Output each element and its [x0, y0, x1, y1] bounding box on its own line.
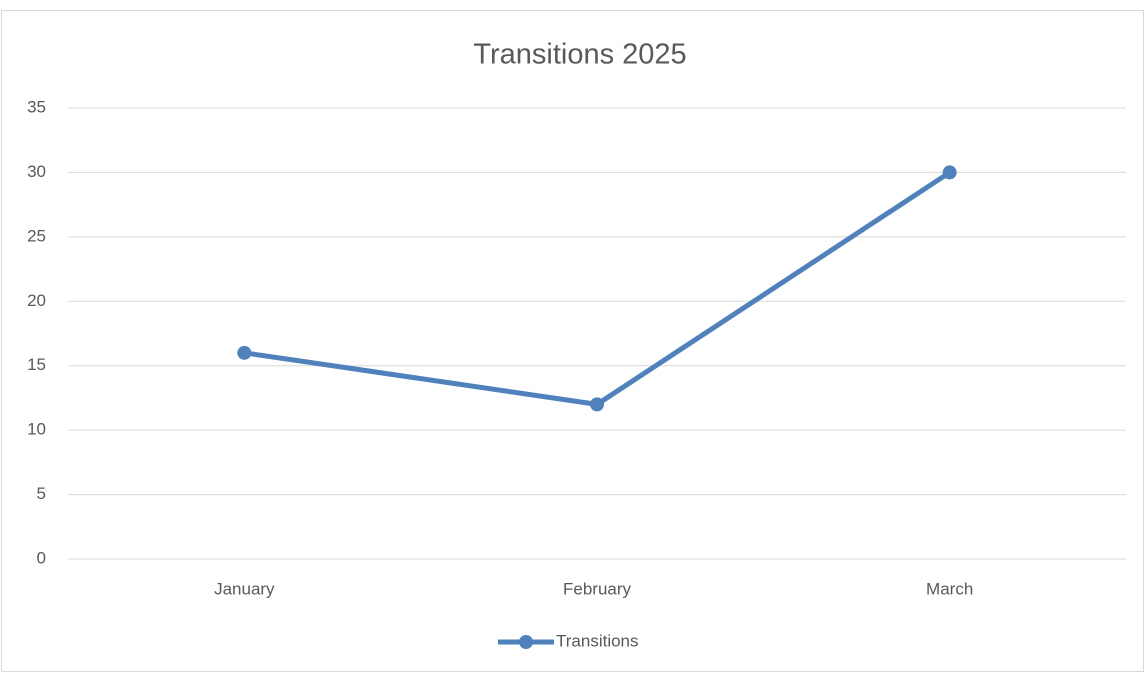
y-tick-label: 25 — [27, 226, 46, 245]
x-tick-label: January — [214, 579, 275, 598]
chart-frame — [1, 10, 1144, 672]
y-tick-label: 5 — [37, 484, 46, 503]
data-point — [237, 345, 252, 360]
data-point — [590, 397, 604, 412]
legend-label: Transitions — [556, 631, 639, 650]
legend-marker — [519, 635, 533, 649]
chart-title: Transitions 2025 — [473, 39, 686, 71]
y-tick-label: 10 — [27, 420, 46, 439]
x-tick-label: February — [563, 579, 632, 598]
data-point — [942, 165, 957, 180]
y-tick-label: 20 — [27, 291, 46, 310]
y-tick-label: 35 — [27, 97, 46, 116]
y-tick-label: 30 — [27, 162, 46, 181]
x-tick-label: March — [926, 579, 973, 598]
y-tick-label: 15 — [27, 355, 46, 374]
y-tick-label: 0 — [37, 548, 46, 567]
